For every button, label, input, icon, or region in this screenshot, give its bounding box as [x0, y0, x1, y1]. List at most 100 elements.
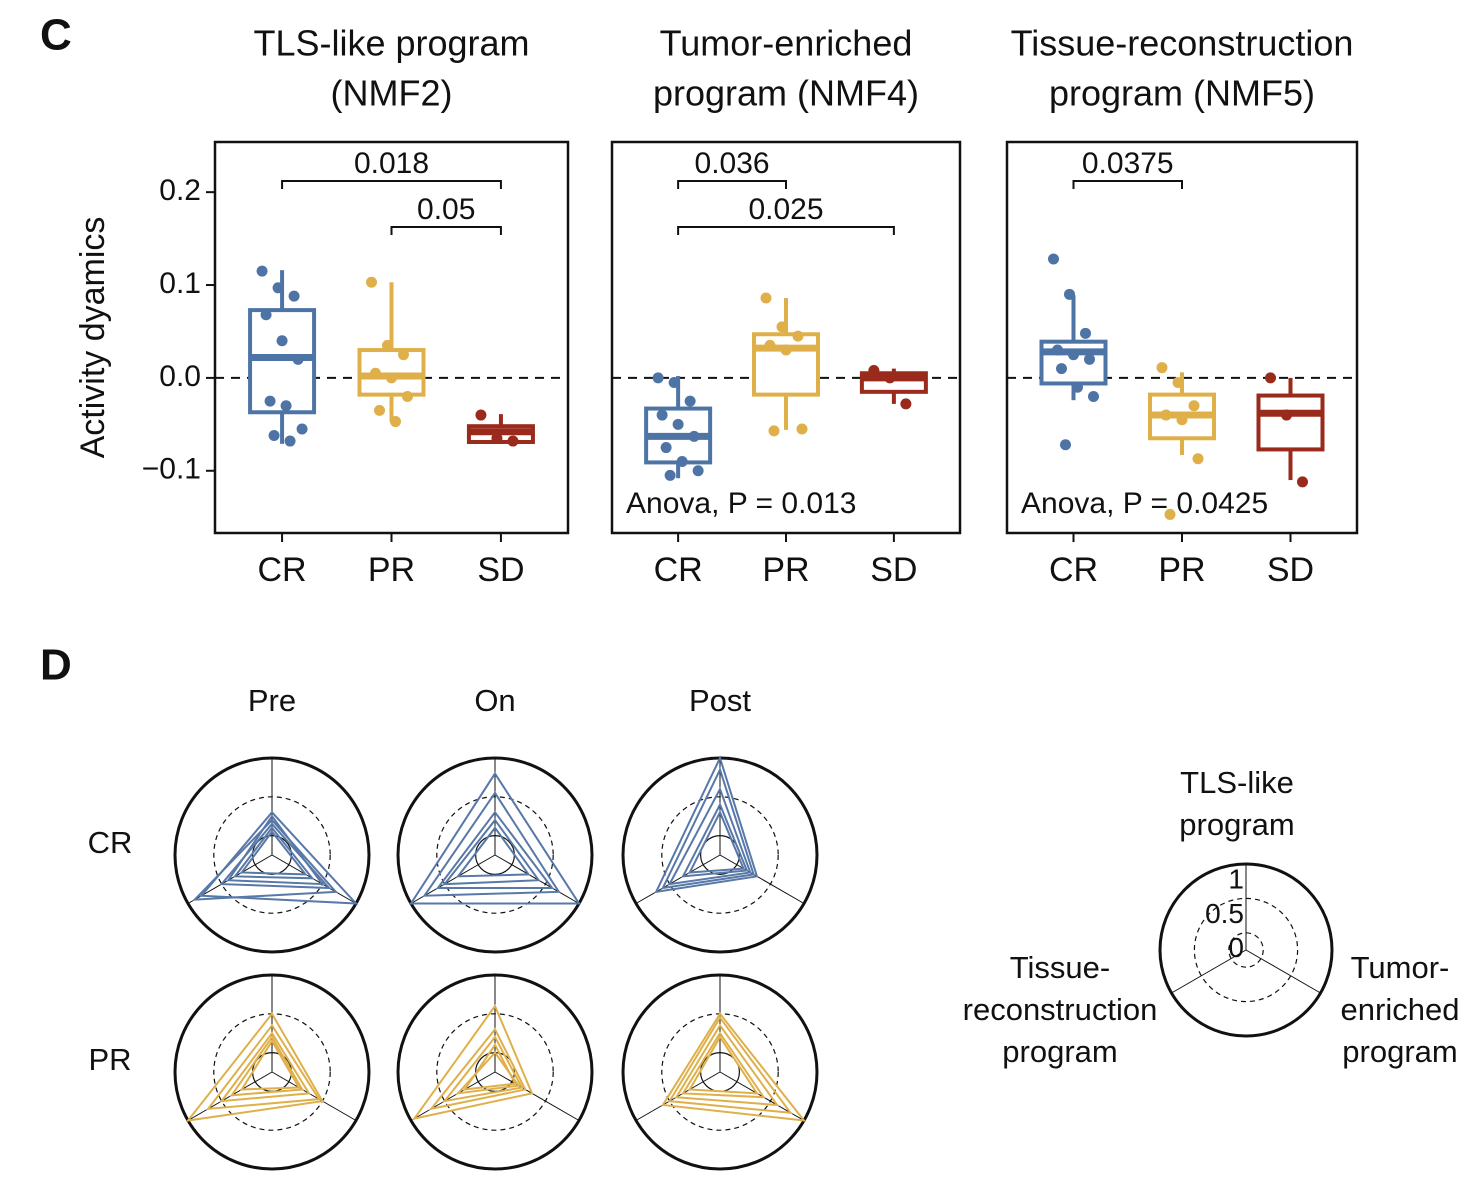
column-label: Post: [689, 683, 751, 718]
radar-polygon: [219, 1031, 311, 1103]
data-point: [792, 330, 804, 342]
radar-polygon: [428, 1027, 527, 1111]
radar-polygon: [681, 1031, 766, 1099]
axis-name: program: [1002, 1034, 1117, 1069]
radar-polygon: [661, 766, 755, 890]
radar-polygon: [667, 1015, 793, 1114]
radar-polygon: [654, 755, 759, 894]
data-point: [868, 364, 880, 376]
radar-polygon: [661, 1012, 807, 1122]
data-point: [660, 442, 672, 454]
data-point: [692, 465, 704, 477]
data-point: [1265, 372, 1276, 384]
data-point: [668, 377, 680, 389]
data-point: [1176, 414, 1188, 426]
data-point: [652, 372, 664, 384]
data-point: [260, 309, 272, 321]
axis-name: enriched: [1341, 992, 1460, 1027]
data-point: [382, 339, 393, 351]
data-point: [900, 398, 912, 410]
data-point: [370, 367, 381, 379]
significance-bracket: [677, 226, 895, 235]
radar-polygon: [688, 1035, 759, 1095]
data-point: [256, 265, 268, 277]
row-label: CR: [88, 825, 133, 860]
data-point: [1297, 476, 1308, 488]
radar-polygon: [205, 1023, 321, 1111]
radial-axis: [1171, 949, 1247, 994]
radar-polygon: [667, 786, 752, 886]
data-point: [1160, 409, 1172, 421]
box: [1039, 339, 1108, 386]
data-point: [796, 423, 808, 435]
data-point: [656, 409, 668, 421]
data-point: [386, 372, 397, 384]
data-point: [1164, 508, 1176, 520]
x-tick-label: CR: [1049, 551, 1098, 589]
radar-polygon: [442, 818, 541, 886]
data-point: [276, 335, 288, 347]
box: [752, 332, 820, 397]
data-point: [280, 400, 292, 412]
anova-annotation: Anova, P = 0.013: [626, 487, 856, 520]
data-point: [764, 339, 776, 351]
axis-name: program: [1179, 807, 1294, 842]
axis-name: TLS-like: [1180, 765, 1294, 800]
radar-polygon: [422, 791, 561, 897]
box: [357, 348, 426, 397]
radial-axis: [719, 854, 805, 904]
data-point: [760, 292, 772, 304]
data-point: [1172, 377, 1184, 389]
data-point: [1192, 453, 1204, 465]
data-point: [1056, 363, 1067, 375]
y-tick-label: 0.1: [159, 267, 201, 300]
data-point: [672, 418, 684, 430]
panel-title: program (NMF4): [653, 73, 919, 114]
box: [248, 308, 317, 415]
x-tick-label: PR: [762, 551, 809, 589]
data-point: [780, 344, 792, 356]
panel-title: Tumor-enriched: [660, 23, 913, 64]
data-point: [664, 469, 676, 481]
significance-bracket: [390, 226, 502, 235]
radial-axis: [410, 1071, 496, 1121]
radar-polygon: [409, 771, 581, 905]
radar-polygon: [674, 1023, 780, 1107]
data-point: [402, 390, 413, 402]
data-point: [272, 282, 284, 294]
data-point: [284, 435, 296, 447]
data-point: [491, 432, 503, 444]
y-tick-label: −0.1: [142, 453, 201, 486]
axis-name: program: [1342, 1034, 1457, 1069]
panel-title: Tissue-reconstruction: [1011, 23, 1354, 64]
row-label: PR: [88, 1042, 131, 1077]
p-value-label: 0.036: [695, 147, 770, 180]
data-point: [1052, 344, 1063, 356]
x-tick-label: SD: [1267, 551, 1314, 589]
data-point: [1156, 362, 1168, 374]
x-tick-label: SD: [870, 551, 917, 589]
data-point: [390, 416, 401, 428]
data-point: [676, 455, 688, 467]
data-point: [1188, 400, 1200, 412]
x-tick-label: CR: [654, 551, 703, 589]
radar-polygon: [681, 802, 749, 878]
data-point: [884, 372, 896, 384]
data-point: [366, 276, 377, 288]
radar-polygon: [239, 1039, 301, 1091]
radar-polygon: [688, 809, 745, 874]
box: [1256, 393, 1325, 452]
data-point: [768, 425, 780, 437]
radar-polygon: [442, 1035, 524, 1103]
data-point: [268, 429, 280, 441]
significance-bracket: [677, 180, 787, 189]
column-label: On: [474, 683, 515, 718]
axis-name: Tissue-: [1010, 950, 1110, 985]
radar-polygon: [455, 826, 531, 878]
radial-axis: [1245, 949, 1321, 994]
radar-polygon: [435, 810, 555, 889]
column-label: Pre: [248, 683, 296, 718]
radar-polygon: [192, 818, 338, 901]
axis-name: reconstruction: [963, 992, 1158, 1027]
